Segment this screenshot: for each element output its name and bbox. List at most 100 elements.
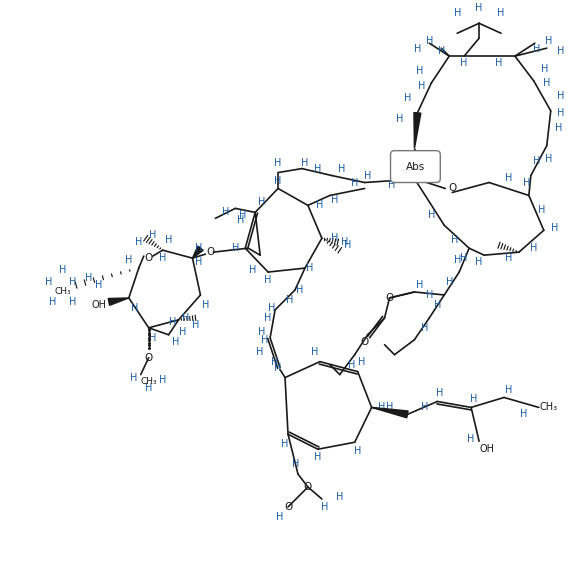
Text: H: H (396, 114, 403, 124)
Text: H: H (316, 201, 323, 210)
Text: H: H (296, 285, 303, 295)
Text: H: H (414, 44, 421, 54)
Text: H: H (268, 303, 276, 313)
Text: H: H (192, 320, 199, 330)
Text: O: O (448, 183, 456, 193)
Text: H: H (505, 253, 512, 263)
Text: H: H (69, 297, 77, 307)
Text: H: H (426, 36, 433, 46)
Text: H: H (85, 273, 93, 283)
Text: H: H (451, 235, 458, 245)
Text: H: H (172, 337, 179, 347)
Text: H: H (59, 265, 67, 275)
Text: H: H (446, 277, 453, 287)
Polygon shape (414, 113, 421, 149)
Text: H: H (470, 394, 478, 404)
Text: O: O (386, 293, 394, 303)
Text: H: H (169, 317, 176, 327)
Text: H: H (248, 265, 256, 275)
Text: H: H (460, 253, 468, 263)
Text: OH: OH (92, 300, 106, 310)
Text: H: H (426, 290, 433, 300)
Text: H: H (557, 108, 564, 118)
Text: H: H (341, 237, 349, 247)
Text: H: H (149, 333, 156, 343)
Text: H: H (179, 327, 186, 337)
Text: H: H (159, 253, 166, 263)
Text: H: H (421, 323, 428, 333)
Text: H: H (182, 313, 189, 323)
Text: H: H (404, 93, 411, 103)
Text: H: H (495, 58, 502, 68)
Text: O: O (144, 253, 153, 263)
Text: H: H (135, 237, 143, 247)
Text: H: H (418, 81, 425, 91)
Text: H: H (354, 446, 362, 456)
Text: H: H (237, 215, 244, 225)
Text: H: H (69, 277, 77, 287)
Text: H: H (264, 275, 272, 285)
Polygon shape (193, 246, 203, 258)
Text: H: H (437, 46, 445, 56)
Text: H: H (428, 210, 435, 220)
Text: H: H (286, 295, 294, 305)
Text: H: H (551, 223, 558, 233)
Text: H: H (497, 8, 505, 18)
Text: H: H (467, 434, 475, 444)
Text: H: H (523, 178, 531, 187)
Text: H: H (378, 402, 385, 412)
Text: Abs: Abs (406, 162, 425, 171)
Text: H: H (541, 64, 548, 74)
Text: CH₃: CH₃ (140, 377, 157, 386)
Text: H: H (351, 178, 359, 187)
Text: H: H (538, 205, 545, 216)
Text: H: H (475, 257, 483, 267)
Text: H: H (403, 156, 410, 166)
Text: H: H (276, 512, 284, 522)
Text: H: H (421, 402, 428, 412)
Text: H: H (545, 36, 552, 46)
Text: H: H (274, 175, 282, 186)
Text: H: H (555, 123, 562, 133)
Text: H: H (149, 230, 156, 240)
Text: O: O (144, 352, 153, 363)
Text: O: O (206, 247, 214, 257)
Text: H: H (281, 439, 289, 449)
Text: H: H (545, 154, 552, 164)
Polygon shape (108, 298, 129, 305)
Text: H: H (274, 158, 282, 167)
Text: H: H (202, 300, 209, 310)
Text: H: H (274, 363, 282, 373)
Text: H: H (336, 492, 343, 502)
Text: H: H (145, 382, 153, 393)
Text: H: H (306, 263, 313, 273)
Text: H: H (533, 44, 541, 54)
Text: O: O (304, 482, 312, 492)
Text: H: H (131, 303, 139, 313)
Text: H: H (388, 181, 395, 190)
Text: H: H (530, 243, 538, 253)
Text: H: H (301, 158, 309, 167)
Text: H: H (505, 172, 512, 182)
Text: H: H (460, 58, 468, 68)
Text: H: H (331, 233, 339, 243)
Text: H: H (416, 66, 423, 76)
Text: H: H (454, 8, 461, 18)
Text: H: H (436, 389, 443, 398)
Text: H: H (557, 91, 564, 101)
Text: H: H (331, 196, 339, 205)
Text: CH₃: CH₃ (55, 288, 72, 297)
Text: H: H (195, 243, 202, 253)
Text: H: H (257, 347, 264, 356)
Text: H: H (321, 502, 329, 512)
Text: O: O (284, 502, 292, 512)
Text: H: H (505, 385, 512, 394)
Text: H: H (46, 277, 53, 287)
Text: O: O (396, 174, 404, 183)
Text: H: H (159, 374, 166, 385)
Text: H: H (475, 3, 483, 13)
Text: H: H (314, 163, 322, 174)
Text: H: H (557, 46, 564, 56)
Text: H: H (386, 402, 393, 412)
Text: CH₃: CH₃ (539, 402, 558, 412)
